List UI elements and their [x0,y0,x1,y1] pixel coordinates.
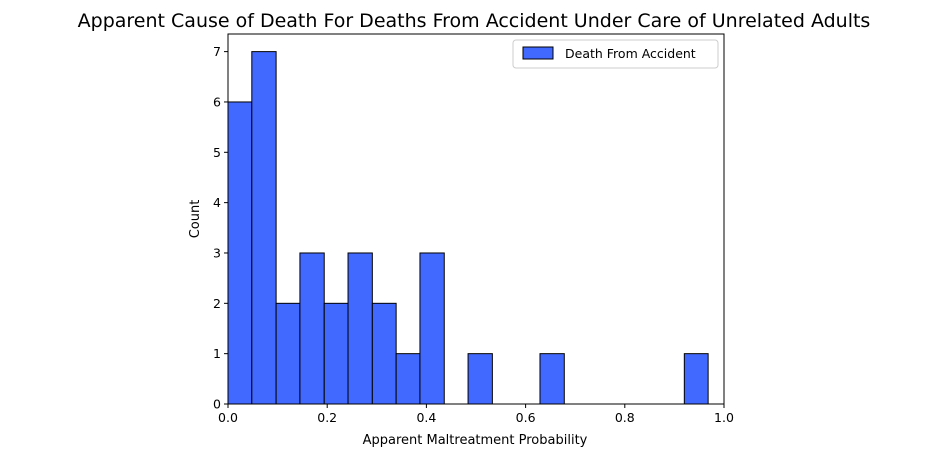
y-tick-label: 3 [213,245,221,260]
histogram-bar [227,101,253,405]
x-tick-label: 0.4 [416,410,436,425]
histogram-bar [347,252,373,405]
histogram-bar [419,252,445,405]
histogram-bar [467,353,493,405]
bar-series [227,51,709,405]
histogram-bar [275,302,301,405]
x-tick-label: 0.6 [516,410,536,425]
y-axis: 0 1 2 3 4 5 6 7 [213,44,228,412]
x-tick-label: 0.0 [218,410,238,425]
histogram-bar [539,353,565,405]
histogram-bar [251,51,277,405]
histogram-bar [395,353,421,405]
histogram-bar [371,302,397,405]
histogram-bar [299,252,325,405]
x-axis: 0.0 0.2 0.4 0.6 0.8 1.0 [218,404,734,425]
legend: Death From Accident [512,39,719,69]
histogram-bar [683,353,709,405]
y-tick-label: 4 [213,195,221,210]
y-tick-label: 5 [213,145,221,160]
y-tick-label: 0 [213,397,221,412]
y-tick-label: 7 [213,44,221,59]
histogram-bar [323,302,349,405]
legend-swatch [522,46,554,60]
y-tick-label: 2 [213,296,221,311]
legend-label: Death From Accident [565,46,696,61]
y-axis-title: Count [188,200,203,239]
x-axis-title: Apparent Maltreatment Probability [363,433,588,448]
x-tick-label: 0.8 [615,410,635,425]
y-tick-label: 1 [213,346,221,361]
y-tick-label: 6 [213,94,221,109]
plot-frame [227,33,725,405]
x-tick-label: 1.0 [714,410,734,425]
legend-frame [512,39,719,69]
x-tick-label: 0.2 [317,410,337,425]
chart-title: Apparent Cause of Death For Deaths From … [78,10,871,32]
